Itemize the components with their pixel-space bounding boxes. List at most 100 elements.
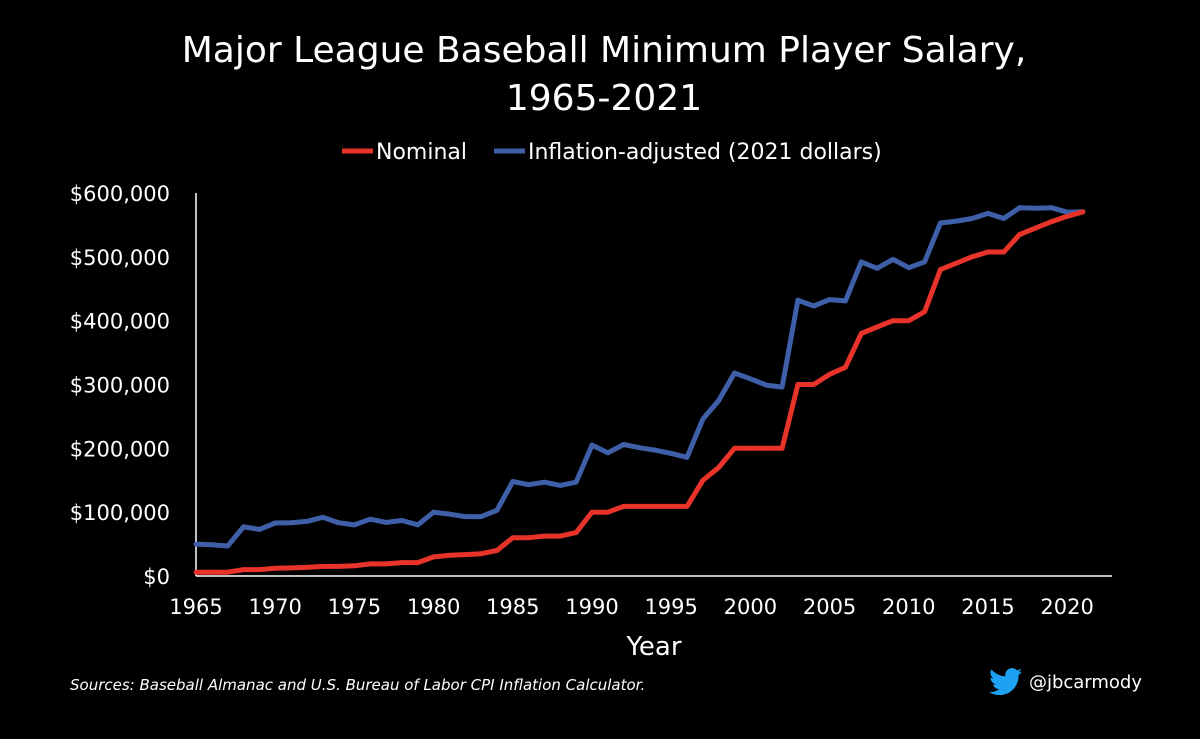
data-point-inflation-adjusted — [621, 442, 627, 447]
data-point-nominal — [874, 324, 880, 330]
data-point-inflation-adjusted — [542, 479, 547, 485]
x-tick-label: 2005 — [803, 595, 856, 619]
twitter-bird-icon — [988, 668, 1023, 696]
data-point-nominal — [557, 533, 563, 539]
data-point-inflation-adjusted — [605, 450, 611, 456]
data-point-inflation-adjusted — [922, 259, 927, 265]
data-point-inflation-adjusted — [732, 370, 737, 376]
data-point-nominal — [1080, 209, 1086, 215]
data-point-inflation-adjusted — [906, 265, 912, 271]
y-tick-label: $300,000 — [70, 374, 170, 398]
x-axis-label: Year — [625, 632, 681, 662]
data-point-inflation-adjusted — [225, 543, 231, 549]
data-point-nominal — [447, 552, 452, 558]
data-point-inflation-adjusted — [684, 454, 690, 460]
x-tick-label: 1995 — [644, 595, 697, 619]
data-point-nominal — [589, 509, 595, 515]
data-point-inflation-adjusted — [1033, 205, 1038, 211]
x-tick-label: 1980 — [407, 595, 460, 619]
x-tick-label: 1975 — [328, 595, 381, 619]
data-point-nominal — [795, 382, 801, 387]
data-point-nominal — [1017, 232, 1022, 237]
data-point-inflation-adjusted — [557, 483, 563, 488]
x-tick-label: 2000 — [724, 595, 777, 619]
data-point-nominal — [415, 560, 421, 565]
series-line-inflation-adjusted — [195, 205, 1084, 549]
data-point-inflation-adjusted — [462, 514, 468, 519]
series-points-inflation-adjusted — [193, 205, 1086, 549]
data-point-inflation-adjusted — [209, 542, 215, 548]
data-point-inflation-adjusted — [890, 257, 896, 262]
data-point-nominal — [1064, 213, 1070, 219]
data-point-nominal — [858, 331, 864, 336]
y-tick-label: $600,000 — [70, 182, 170, 206]
x-tick-label: 1990 — [565, 595, 618, 619]
x-tick-label: 1965 — [169, 595, 222, 619]
data-point-nominal — [431, 554, 436, 560]
data-point-nominal — [843, 364, 848, 370]
data-point-inflation-adjusted — [304, 519, 310, 524]
data-point-inflation-adjusted — [399, 518, 405, 523]
y-tick-labels: $0 $100,000 $200,000 $300,000 $400,000 $500,0… — [70, 182, 170, 589]
x-tick-labels: 1965 1970 1975 1980 1985 1990 1995 2000 2005 2010… — [169, 595, 1094, 619]
data-point-nominal — [225, 569, 231, 575]
data-point-nominal — [938, 267, 943, 272]
data-point-inflation-adjusted — [383, 520, 389, 525]
data-point-inflation-adjusted — [510, 479, 516, 484]
data-point-nominal — [383, 561, 389, 567]
y-tick-label: $0 — [143, 565, 170, 589]
data-point-inflation-adjusted — [257, 527, 262, 532]
data-point-nominal — [304, 565, 310, 570]
data-point-inflation-adjusted — [1001, 216, 1007, 221]
data-point-nominal — [637, 504, 642, 509]
data-point-inflation-adjusted — [827, 297, 832, 302]
data-point-inflation-adjusted — [668, 451, 674, 456]
legend-label-inflation-adjusted: Inflation-adjusted (2021 dollars) — [528, 140, 882, 165]
data-point-nominal — [779, 445, 785, 451]
data-point-inflation-adjusted — [953, 218, 959, 224]
data-point-inflation-adjusted — [811, 303, 817, 309]
data-point-nominal — [668, 504, 674, 509]
data-point-inflation-adjusted — [1064, 209, 1070, 215]
data-point-nominal — [922, 309, 927, 315]
data-point-nominal — [621, 504, 627, 509]
data-point-inflation-adjusted — [526, 482, 531, 488]
data-point-nominal — [241, 567, 246, 572]
data-point-nominal — [732, 445, 737, 451]
data-point-nominal — [367, 561, 373, 567]
data-point-inflation-adjusted — [700, 416, 706, 422]
data-point-inflation-adjusted — [637, 445, 642, 451]
data-point-inflation-adjusted — [652, 447, 658, 453]
data-point-nominal — [573, 530, 579, 535]
y-tick-label: $500,000 — [70, 246, 170, 270]
data-point-nominal — [1048, 219, 1054, 225]
x-tick-label: 2015 — [961, 595, 1014, 619]
data-point-nominal — [985, 249, 991, 255]
data-point-nominal — [462, 552, 468, 557]
x-tick-label: 2010 — [882, 595, 935, 619]
data-point-nominal — [257, 567, 262, 572]
data-point-nominal — [700, 477, 706, 483]
y-tick-label: $100,000 — [70, 501, 170, 525]
data-point-inflation-adjusted — [843, 298, 848, 304]
data-point-inflation-adjusted — [415, 522, 421, 528]
x-tick-label: 1970 — [248, 595, 301, 619]
data-point-nominal — [716, 465, 722, 470]
data-point-inflation-adjusted — [1017, 205, 1022, 211]
data-point-inflation-adjusted — [320, 514, 326, 520]
data-point-inflation-adjusted — [352, 522, 357, 528]
data-point-inflation-adjusted — [716, 398, 722, 403]
author-credit[interactable]: @jbcarmody — [988, 668, 1142, 696]
data-point-nominal — [478, 551, 484, 557]
x-tick-label: 1985 — [486, 595, 539, 619]
data-point-inflation-adjusted — [779, 384, 785, 390]
data-point-nominal — [811, 382, 817, 387]
data-point-inflation-adjusted — [795, 297, 801, 303]
chart-title-line1: Major League Baseball Minimum Player Sal… — [182, 30, 1027, 71]
legend: Nominal Inflation-adjusted (2021 dollars… — [342, 140, 882, 165]
data-point-nominal — [288, 565, 294, 571]
data-point-inflation-adjusted — [272, 520, 278, 526]
data-point-inflation-adjusted — [589, 442, 595, 448]
source-note: Sources: Baseball Almanac and U.S. Burea… — [70, 676, 646, 694]
